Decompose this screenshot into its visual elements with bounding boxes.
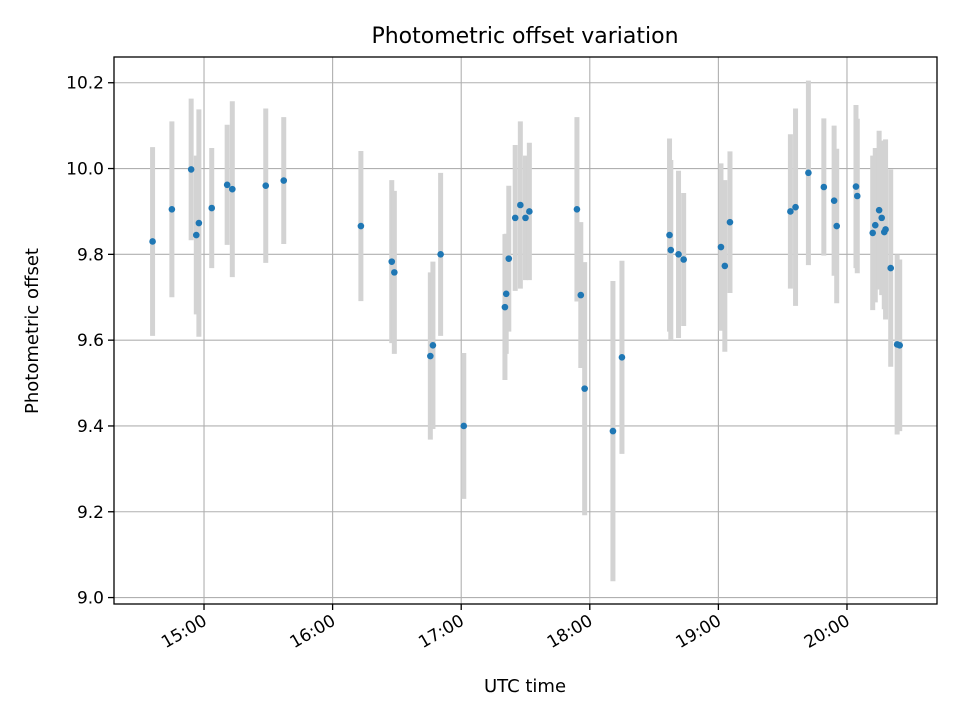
data-point bbox=[878, 214, 886, 222]
data-point bbox=[427, 352, 434, 360]
chart-title: Photometric offset variation bbox=[371, 24, 678, 49]
data-point bbox=[573, 206, 581, 213]
data-point bbox=[882, 226, 889, 233]
plot-frame bbox=[113, 56, 938, 605]
x-axis-label: UTC time bbox=[484, 676, 566, 697]
data-point bbox=[168, 206, 176, 213]
gridlines bbox=[114, 57, 937, 604]
data-point bbox=[787, 208, 794, 215]
data-point bbox=[193, 231, 200, 239]
data-point bbox=[792, 203, 799, 211]
data-point bbox=[820, 183, 828, 191]
x-tick-label: 20:00 bbox=[801, 611, 853, 653]
data-point bbox=[869, 229, 877, 237]
x-tick-label: 16:00 bbox=[287, 611, 339, 653]
y-tick-label: 10.2 bbox=[66, 74, 104, 94]
y-axis-label: Photometric offset bbox=[22, 248, 43, 414]
data-point bbox=[675, 251, 682, 258]
data-point bbox=[667, 246, 675, 254]
data-point bbox=[887, 264, 895, 272]
data-point bbox=[526, 208, 533, 215]
data-point bbox=[577, 291, 585, 299]
data-point bbox=[680, 256, 687, 263]
data-point bbox=[501, 303, 509, 311]
data-point bbox=[280, 177, 288, 184]
data-point bbox=[187, 166, 195, 173]
data-point bbox=[830, 197, 838, 205]
data-point bbox=[871, 221, 879, 229]
data-point bbox=[896, 342, 904, 349]
data-point bbox=[262, 182, 270, 190]
data-point bbox=[505, 255, 513, 262]
data-point bbox=[852, 183, 860, 190]
data-point bbox=[391, 269, 398, 276]
data-point bbox=[208, 204, 216, 212]
data-point bbox=[666, 231, 673, 239]
y-tick-label: 9.0 bbox=[77, 589, 104, 609]
y-tick-label: 10.0 bbox=[66, 160, 104, 180]
data-point bbox=[721, 262, 729, 270]
data-point bbox=[618, 354, 626, 361]
data-point bbox=[875, 206, 883, 214]
x-tick-label: 17:00 bbox=[415, 611, 467, 653]
data-point bbox=[223, 181, 231, 189]
data-point bbox=[195, 219, 203, 227]
data-point bbox=[609, 427, 617, 435]
data-point bbox=[357, 222, 365, 230]
x-tick-label: 18:00 bbox=[544, 611, 596, 653]
data-points bbox=[149, 166, 904, 435]
x-axis: 15:00 16:00 17:00 18:00 19:00 20:00 bbox=[158, 604, 853, 653]
data-point bbox=[149, 238, 156, 245]
data-point bbox=[388, 258, 396, 265]
data-point bbox=[229, 185, 236, 193]
data-point bbox=[511, 214, 519, 222]
error-bars bbox=[150, 80, 903, 582]
data-point bbox=[717, 243, 725, 251]
data-point bbox=[581, 385, 588, 392]
y-tick-label: 9.8 bbox=[77, 245, 104, 265]
y-tick-label: 9.4 bbox=[77, 417, 104, 437]
y-tick-label: 9.2 bbox=[77, 503, 104, 523]
data-point bbox=[833, 222, 840, 230]
data-point bbox=[429, 342, 437, 349]
data-point bbox=[437, 251, 444, 258]
data-point bbox=[726, 218, 734, 226]
y-axis: 9.0 9.2 9.4 9.6 9.8 10.0 10.2 bbox=[66, 74, 114, 609]
data-point bbox=[517, 201, 524, 209]
data-point bbox=[522, 214, 529, 222]
data-point bbox=[502, 290, 510, 298]
data-point bbox=[805, 169, 812, 177]
x-tick-label: 19:00 bbox=[672, 611, 724, 653]
data-point bbox=[853, 192, 861, 200]
data-point bbox=[460, 422, 468, 430]
y-tick-label: 9.6 bbox=[77, 331, 104, 351]
x-tick-label: 15:00 bbox=[158, 611, 210, 653]
